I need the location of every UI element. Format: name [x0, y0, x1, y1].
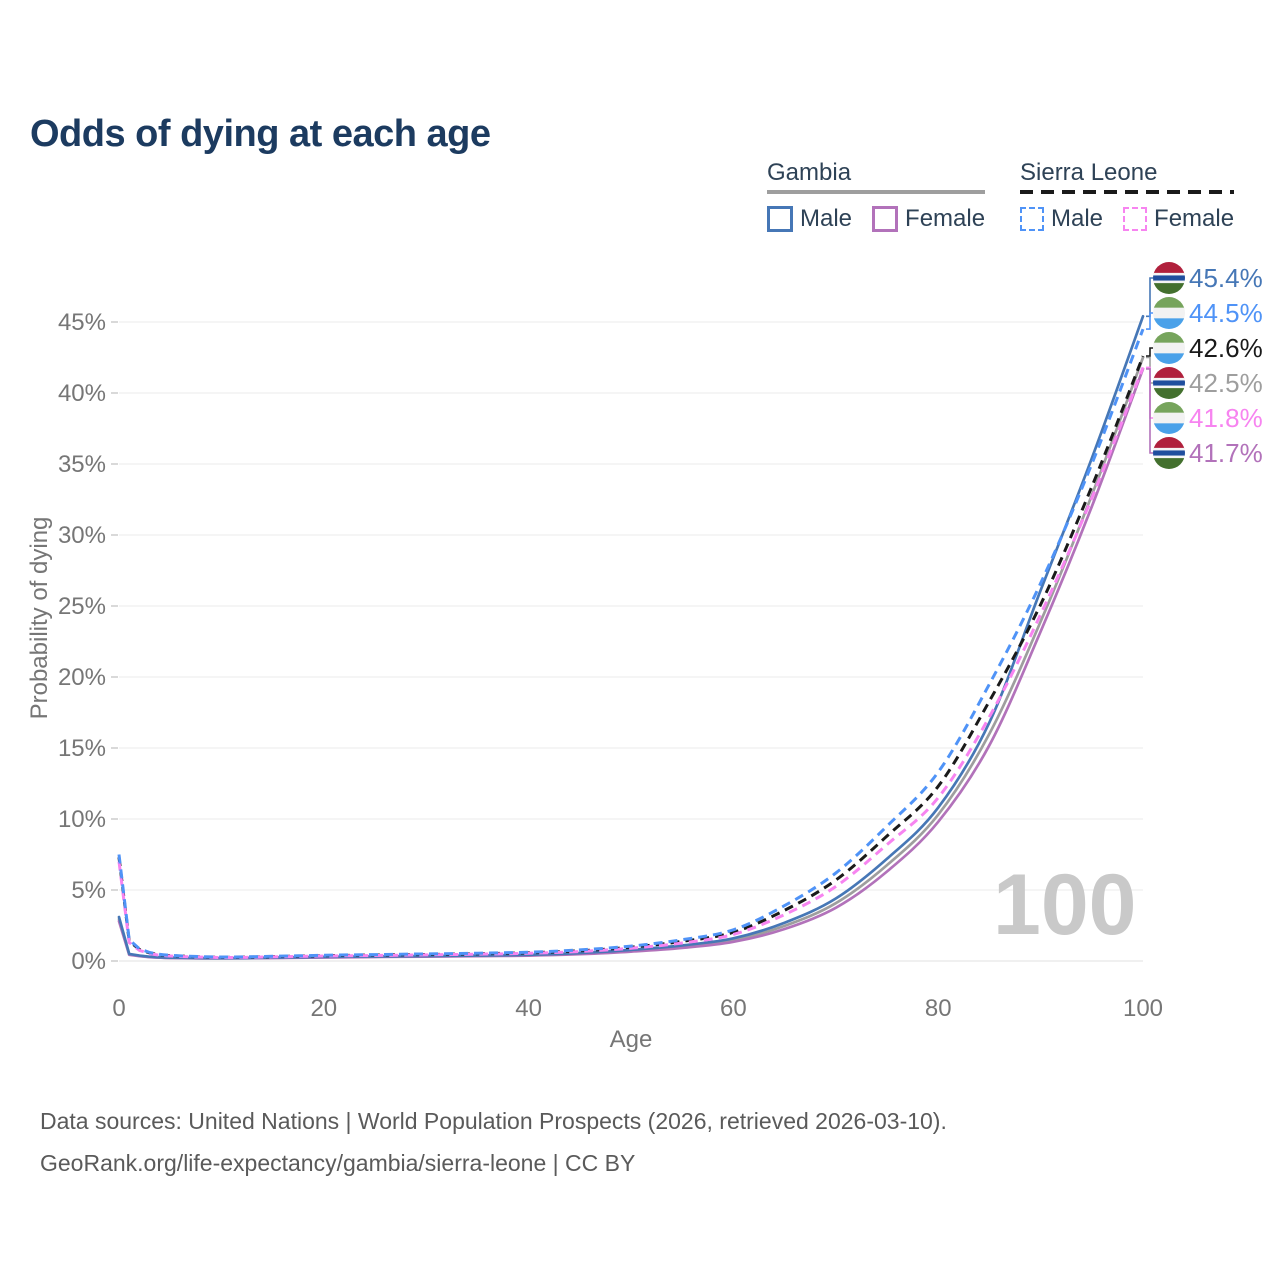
x-tick-label: 0: [112, 995, 125, 1022]
x-tick-label: 60: [720, 995, 747, 1022]
y-tick-label: 5%: [71, 877, 106, 904]
legend-label: Male: [1051, 205, 1104, 233]
end-value-label-sierra-leone-male: 44.5%: [1189, 298, 1263, 328]
x-tick-label: 40: [515, 995, 542, 1022]
x-tick-label: 20: [310, 995, 337, 1022]
gambia-flag-icon: [1153, 367, 1185, 399]
end-value-label-gambia-male: 45.4%: [1189, 263, 1263, 293]
series-line-gambia-female: [117, 367, 1145, 960]
y-tick-label: 35%: [58, 451, 106, 478]
series-line-sierra-leone-total: [117, 355, 1145, 959]
legend-underline-sierra-leone: [1020, 190, 1235, 195]
legend-underline-gambia: [767, 190, 986, 195]
legend-group-sierra-leone: Sierra Leone Male Female: [1020, 159, 1235, 233]
series-line-gambia-male: [117, 314, 1145, 960]
footer-data-sources: Data sources: United Nations | World Pop…: [40, 1108, 947, 1134]
y-tick-label: 40%: [58, 380, 106, 407]
legend-heading-gambia: Gambia: [767, 159, 852, 186]
gambia-female-swatch-icon: [872, 206, 899, 233]
end-value-label-sierra-leone-female: 41.8%: [1189, 403, 1263, 433]
end-value-label-sierra-leone-total: 42.6%: [1189, 333, 1263, 363]
sierra-leone-flag-icon: [1153, 297, 1185, 329]
end-label-connector-sierra-leone-male: [1146, 312, 1153, 330]
footer-attribution: GeoRank.org/life-expectancy/gambia/sierr…: [40, 1150, 636, 1176]
y-tick-label: 20%: [58, 664, 106, 691]
end-label-connector-gambia-male: [1146, 277, 1153, 318]
legend-item-sierra-leone-female: Female: [1123, 205, 1234, 233]
y-tick-label: 0%: [71, 948, 106, 975]
end-label-connector-sierra-leone-total: [1146, 347, 1153, 357]
end-value-label-gambia-total: 42.5%: [1189, 368, 1263, 398]
y-tick-label: 30%: [58, 522, 106, 549]
end-label-connector-gambia-female: [1146, 368, 1153, 454]
x-tick-label: 100: [1123, 995, 1163, 1022]
x-tick-label: 80: [925, 995, 952, 1022]
y-tick-label: 15%: [58, 735, 106, 762]
legend-label: Male: [800, 205, 853, 233]
y-tick-label: 45%: [58, 309, 106, 336]
sierra-leone-flag-icon: [1153, 402, 1185, 434]
legend-item-gambia-female: Female: [872, 205, 985, 233]
legend-group-gambia: Gambia Male Female: [767, 159, 986, 233]
series-line-gambia-total: [117, 356, 1145, 960]
x-axis-title: Age: [609, 1026, 653, 1053]
end-value-label-gambia-female: 41.7%: [1189, 438, 1263, 468]
gambia-male-swatch-icon: [767, 206, 793, 233]
sierra-leone-flag-icon: [1153, 332, 1185, 364]
gambia-flag-icon: [1153, 437, 1185, 469]
legend-label: Female: [905, 205, 986, 233]
legend-label: Female: [1154, 205, 1235, 233]
y-tick-label: 25%: [58, 593, 106, 620]
y-tick-label: 10%: [58, 806, 106, 833]
page-title: Odds of dying at each age: [30, 113, 491, 156]
series-line-sierra-leone-female: [117, 366, 1145, 960]
age-watermark: 100: [993, 857, 1137, 953]
legend-item-sierra-leone-male: Male: [1020, 205, 1103, 233]
sierra-leone-male-swatch-icon: [1020, 207, 1044, 232]
series-line-sierra-leone-male: [117, 328, 1145, 959]
sierra-leone-female-swatch-icon: [1123, 207, 1148, 232]
legend-item-gambia-male: Male: [767, 205, 852, 233]
gambia-flag-icon: [1153, 262, 1185, 294]
legend-heading-sierra-leone: Sierra Leone: [1020, 159, 1158, 186]
